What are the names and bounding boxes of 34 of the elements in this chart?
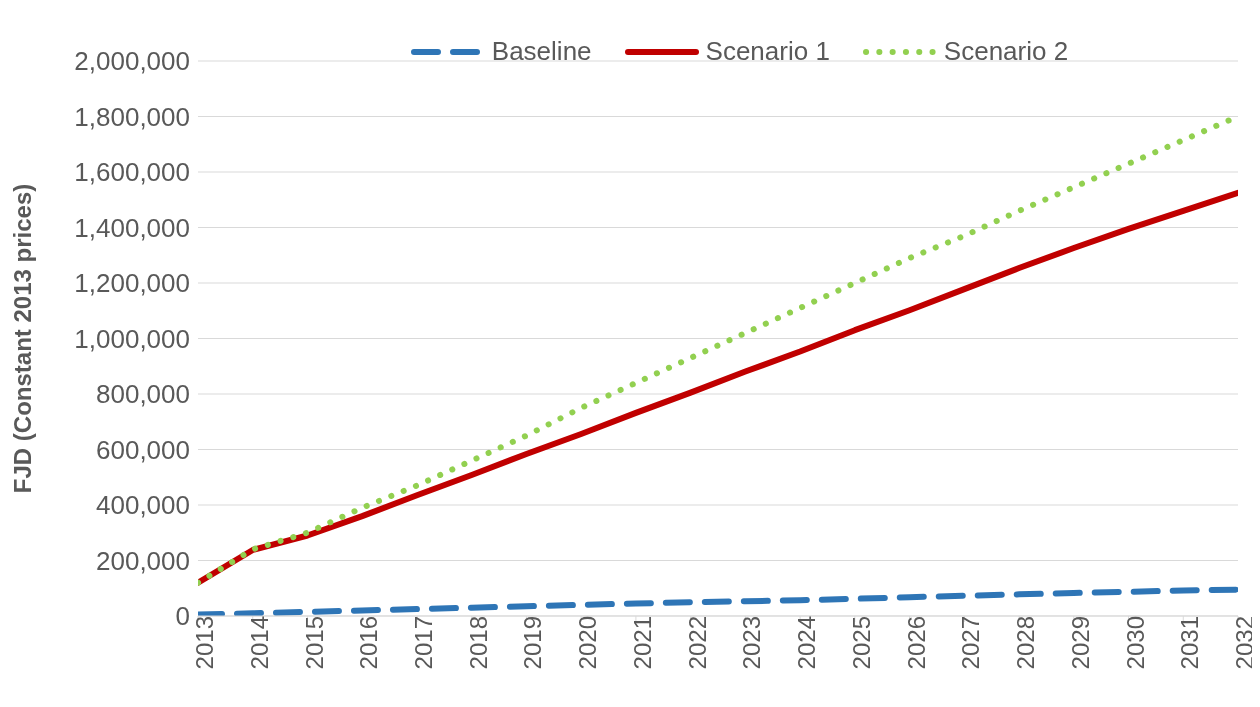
- y-tick-label: 400,000: [96, 490, 190, 521]
- x-tick-label: 2024: [793, 616, 821, 670]
- x-tick-label: 2023: [738, 616, 766, 670]
- y-tick-label: 1,800,000: [74, 101, 190, 132]
- x-tick-label: 2028: [1012, 616, 1040, 670]
- x-tick-label: 2015: [300, 616, 328, 670]
- y-tick-label: 1,600,000: [74, 157, 190, 188]
- y-tick-label: 1,200,000: [74, 268, 190, 299]
- x-tick-label: 2018: [464, 616, 492, 670]
- y-tick-label: 800,000: [96, 379, 190, 410]
- y-axis-title: FJD (Constant 2013 prices): [8, 183, 36, 494]
- x-tick-label: 2025: [847, 616, 875, 670]
- y-tick-label: 2,000,000: [74, 46, 190, 77]
- x-tick-label: 2017: [409, 616, 437, 670]
- x-tick-label: 2026: [902, 616, 930, 670]
- y-tick-label: 200,000: [96, 545, 190, 576]
- x-tick-label: 2013: [191, 616, 219, 670]
- y-tick-label: 1,000,000: [74, 323, 190, 354]
- x-tick-label: 2031: [1176, 616, 1204, 670]
- legend-label: Baseline: [490, 36, 592, 67]
- x-tick-label: 2022: [683, 616, 711, 670]
- x-tick-label: 2019: [519, 616, 547, 670]
- x-tick-label: 2021: [628, 616, 656, 670]
- y-tick-label: 0: [175, 601, 190, 632]
- x-tick-label: 2030: [1121, 616, 1149, 670]
- legend-label: Scenario 2: [942, 36, 1069, 67]
- x-tick-label: 2014: [245, 616, 273, 670]
- x-tick-label: 2020: [574, 616, 602, 670]
- x-tick-label: 2029: [1066, 616, 1094, 670]
- x-tick-label: 2027: [957, 616, 985, 670]
- x-tick-label: 2016: [355, 616, 383, 670]
- y-tick-label: 600,000: [96, 434, 190, 465]
- y-tick-label: 1,400,000: [74, 212, 190, 243]
- legend-label: Scenario 1: [704, 36, 830, 67]
